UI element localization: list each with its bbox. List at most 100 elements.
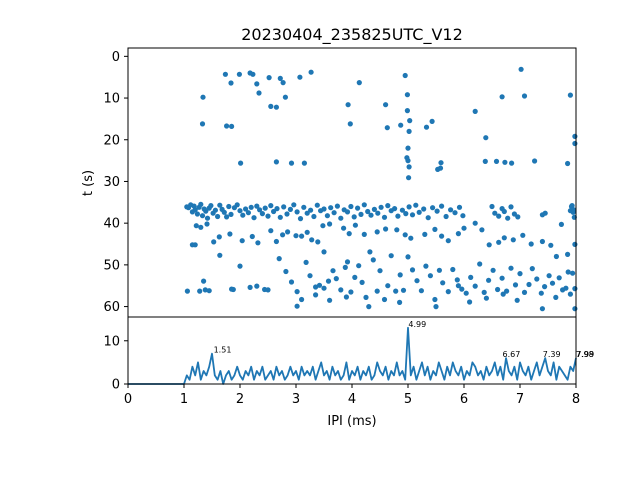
peak-annotation: 6.67	[503, 350, 521, 359]
scatter-point	[489, 203, 495, 210]
scatter-point	[259, 211, 265, 217]
scatter-point	[398, 122, 404, 128]
scatter-point	[542, 284, 548, 290]
scatter-point	[307, 273, 313, 279]
y-tick-label: 40	[103, 217, 120, 232]
scatter-point	[199, 121, 206, 127]
scatter-point	[483, 295, 489, 301]
scatter-point	[330, 268, 336, 274]
scatter-point	[285, 229, 291, 235]
scatter-point	[472, 283, 478, 289]
scatter-point	[304, 210, 310, 216]
scatter-point	[344, 259, 351, 265]
scatter-point	[237, 263, 243, 269]
scatter-point	[273, 238, 279, 245]
scatter-point	[439, 233, 445, 239]
scatter-point	[271, 208, 277, 215]
scatter-point	[409, 212, 416, 218]
scatter-point	[378, 204, 384, 210]
scatter-point	[532, 158, 538, 164]
scatter-point	[553, 253, 560, 260]
scatter-point	[217, 252, 223, 258]
histogram-line	[128, 326, 577, 385]
scatter-point	[226, 203, 232, 210]
scatter-point	[338, 215, 344, 221]
scatter-point	[512, 282, 519, 288]
scatter-point	[549, 280, 556, 286]
scatter-point	[291, 202, 297, 208]
scatter-point	[404, 92, 410, 98]
scatter-point	[518, 66, 524, 72]
scatter-point	[304, 229, 310, 235]
scatter-point	[361, 231, 367, 237]
scatter-point	[515, 214, 521, 220]
x-tick-label: 1	[180, 392, 188, 407]
scatter-point	[331, 210, 337, 216]
scatter-point	[430, 205, 436, 211]
scatter-point	[572, 133, 578, 139]
scatter-point	[192, 207, 198, 213]
scatter-point	[313, 292, 319, 298]
scatter-point	[216, 234, 222, 240]
scatter-point	[461, 225, 467, 231]
scatter-point	[432, 226, 438, 232]
x-tick-label: 3	[292, 392, 300, 407]
scatter-point	[268, 103, 274, 109]
scatter-point	[358, 211, 364, 217]
scatter-point	[321, 249, 327, 255]
scatter-point	[402, 72, 408, 79]
scatter-point	[238, 160, 244, 166]
scatter-point	[388, 253, 394, 259]
scatter-point	[301, 160, 307, 166]
scatter-point	[452, 210, 458, 216]
y-tick-label: 60	[103, 300, 120, 315]
scatter-point	[565, 251, 571, 257]
scatter-point	[423, 124, 430, 130]
x-tick-label: 2	[236, 392, 244, 407]
scatter-point	[342, 264, 348, 270]
scatter-point	[414, 278, 420, 284]
scatter-point	[558, 221, 565, 227]
scatter-point	[486, 277, 492, 283]
scatter-point	[567, 92, 574, 98]
scatter-point	[338, 287, 344, 293]
scatter-point	[280, 232, 286, 238]
scatter-point	[483, 135, 489, 141]
scatter-point	[346, 231, 352, 237]
scatter-point	[341, 225, 347, 231]
scatter-point	[243, 206, 249, 212]
scatter-point	[327, 297, 333, 303]
scatter-point	[355, 205, 361, 211]
scatter-point	[438, 160, 444, 166]
scatter-point	[394, 227, 400, 233]
scatter-point	[308, 207, 314, 213]
scatter-point	[321, 285, 327, 291]
chart-title: 20230404_235825UTC_V12	[241, 25, 463, 45]
scatter-point	[314, 202, 320, 208]
scatter-point	[212, 207, 218, 213]
scatter-point	[406, 164, 412, 170]
scatter-point	[534, 276, 540, 282]
scatter-point	[367, 249, 373, 255]
scatter-point	[251, 215, 257, 221]
bottom-histogram-plot: 1.51 4.99 6.67 7.39 7.987.99 0 1 2 3 4 5 6 7 8 0 10	[103, 316, 594, 407]
scatter-point	[200, 94, 206, 100]
scatter-point	[236, 71, 242, 77]
scatter-point	[249, 233, 255, 240]
scatter-point	[356, 263, 362, 269]
scatter-point	[514, 297, 520, 303]
scatter-point	[418, 288, 424, 294]
scatter-point	[553, 294, 559, 300]
y-tick-label: 30	[103, 175, 120, 190]
scatter-point	[397, 272, 403, 278]
scatter-point	[472, 220, 478, 226]
scatter-point	[327, 221, 333, 227]
scatter-point	[359, 279, 365, 285]
scatter-point	[294, 209, 300, 215]
scatter-point	[348, 289, 354, 295]
scatter-point	[308, 69, 314, 75]
scatter-point	[366, 304, 372, 310]
scatter-point	[273, 104, 279, 110]
top-plot-frame	[127, 47, 577, 318]
scatter-point	[199, 213, 206, 219]
